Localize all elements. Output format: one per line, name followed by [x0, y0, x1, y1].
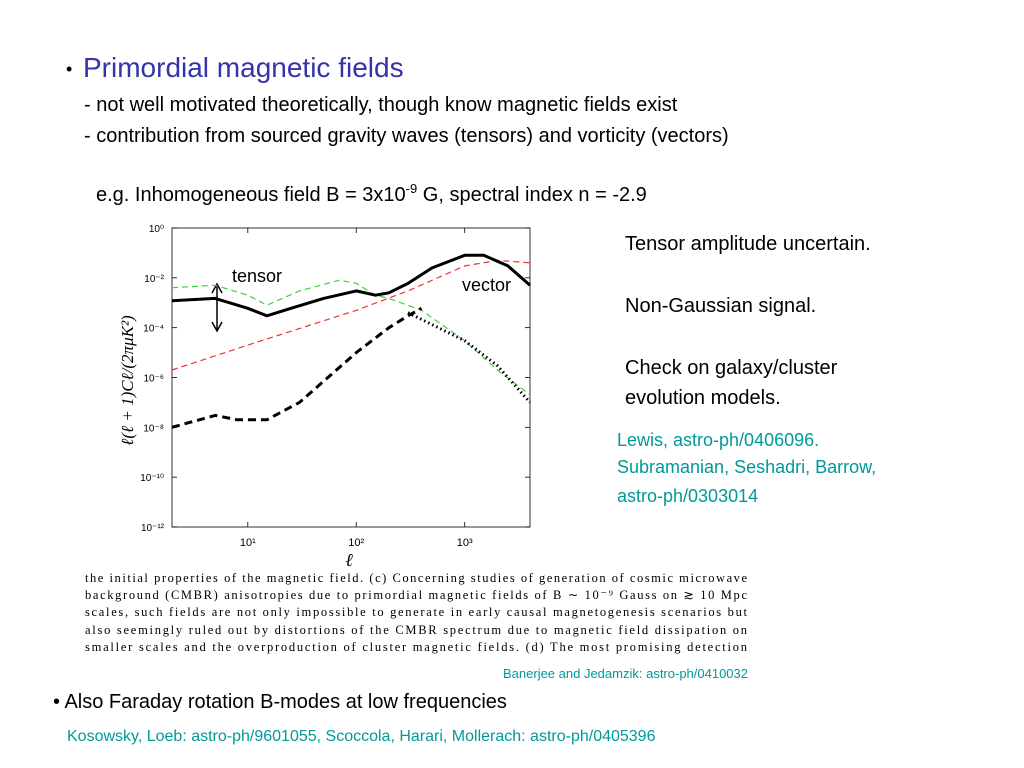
y-axis-label: ℓ(ℓ + 1)Cℓ/(2πμK²): [118, 315, 137, 446]
heading: Primordial magnetic fields: [83, 52, 404, 83]
x-tick-label: 10³: [457, 537, 473, 549]
caption-line: scales, such fields are not only impossi…: [85, 605, 748, 619]
caption-line: the initial properties of the magnetic f…: [85, 571, 747, 585]
line: - not well motivated theoretically, thou…: [84, 94, 678, 116]
y-tick-label: 10⁻⁸: [143, 423, 164, 434]
y-tick-label: 10⁰: [149, 224, 164, 235]
bullet2-ref: Kosowsky, Loeb: astro-ph/9601055, Scocco…: [67, 728, 656, 745]
bullet2: • Also Faraday rotation B-modes at low f…: [53, 691, 507, 713]
ref: Lewis, astro-ph/0406096.: [617, 430, 819, 450]
arrow-heads: [211, 282, 223, 333]
caption-line: smaller scales and the overproduction of…: [85, 640, 748, 654]
caption-line: background (CMBR) anisotropies due to pr…: [85, 588, 747, 602]
text: e.g. Inhomogeneous field B = 3x10: [96, 184, 406, 206]
bullet: •: [66, 59, 72, 79]
y-tick-label: 10⁻¹²: [141, 523, 165, 534]
series-line: [171, 279, 531, 396]
caption-ref: Banerjee and Jedamzik: astro-ph/0410032: [503, 666, 748, 681]
text: G, spectral index n = -2.9: [417, 184, 647, 206]
sup: -9: [406, 181, 418, 196]
annotation: tensor: [232, 266, 282, 286]
series-line: [171, 306, 423, 429]
y-tick-label: 10⁻¹⁰: [140, 473, 164, 484]
annotation: vector: [462, 275, 511, 295]
note: Non-Gaussian signal.: [625, 295, 816, 317]
y-tick-label: 10⁻⁴: [143, 324, 164, 335]
y-tick-label: 10⁻⁶: [143, 374, 164, 385]
example: e.g. Inhomogeneous field B = 3x10-9 G, s…: [96, 181, 647, 206]
note: evolution models.: [625, 387, 781, 409]
caption-line: also seemingly ruled out by distortions …: [85, 623, 748, 637]
note: Check on galaxy/cluster: [625, 357, 838, 379]
ref: Subramanian, Seshadri, Barrow,: [617, 457, 876, 477]
x-axis-label: ℓ: [345, 550, 353, 570]
y-tick-label: 10⁻²: [144, 274, 164, 285]
series-line: [171, 253, 531, 318]
line: - contribution from sourced gravity wave…: [84, 125, 729, 147]
note: Tensor amplitude uncertain.: [625, 233, 871, 255]
x-tick-label: 10²: [348, 537, 364, 549]
ref: astro-ph/0303014: [617, 486, 758, 506]
plot-frame: [171, 227, 531, 528]
series-line: [407, 311, 532, 404]
x-tick-label: 10¹: [240, 537, 256, 549]
